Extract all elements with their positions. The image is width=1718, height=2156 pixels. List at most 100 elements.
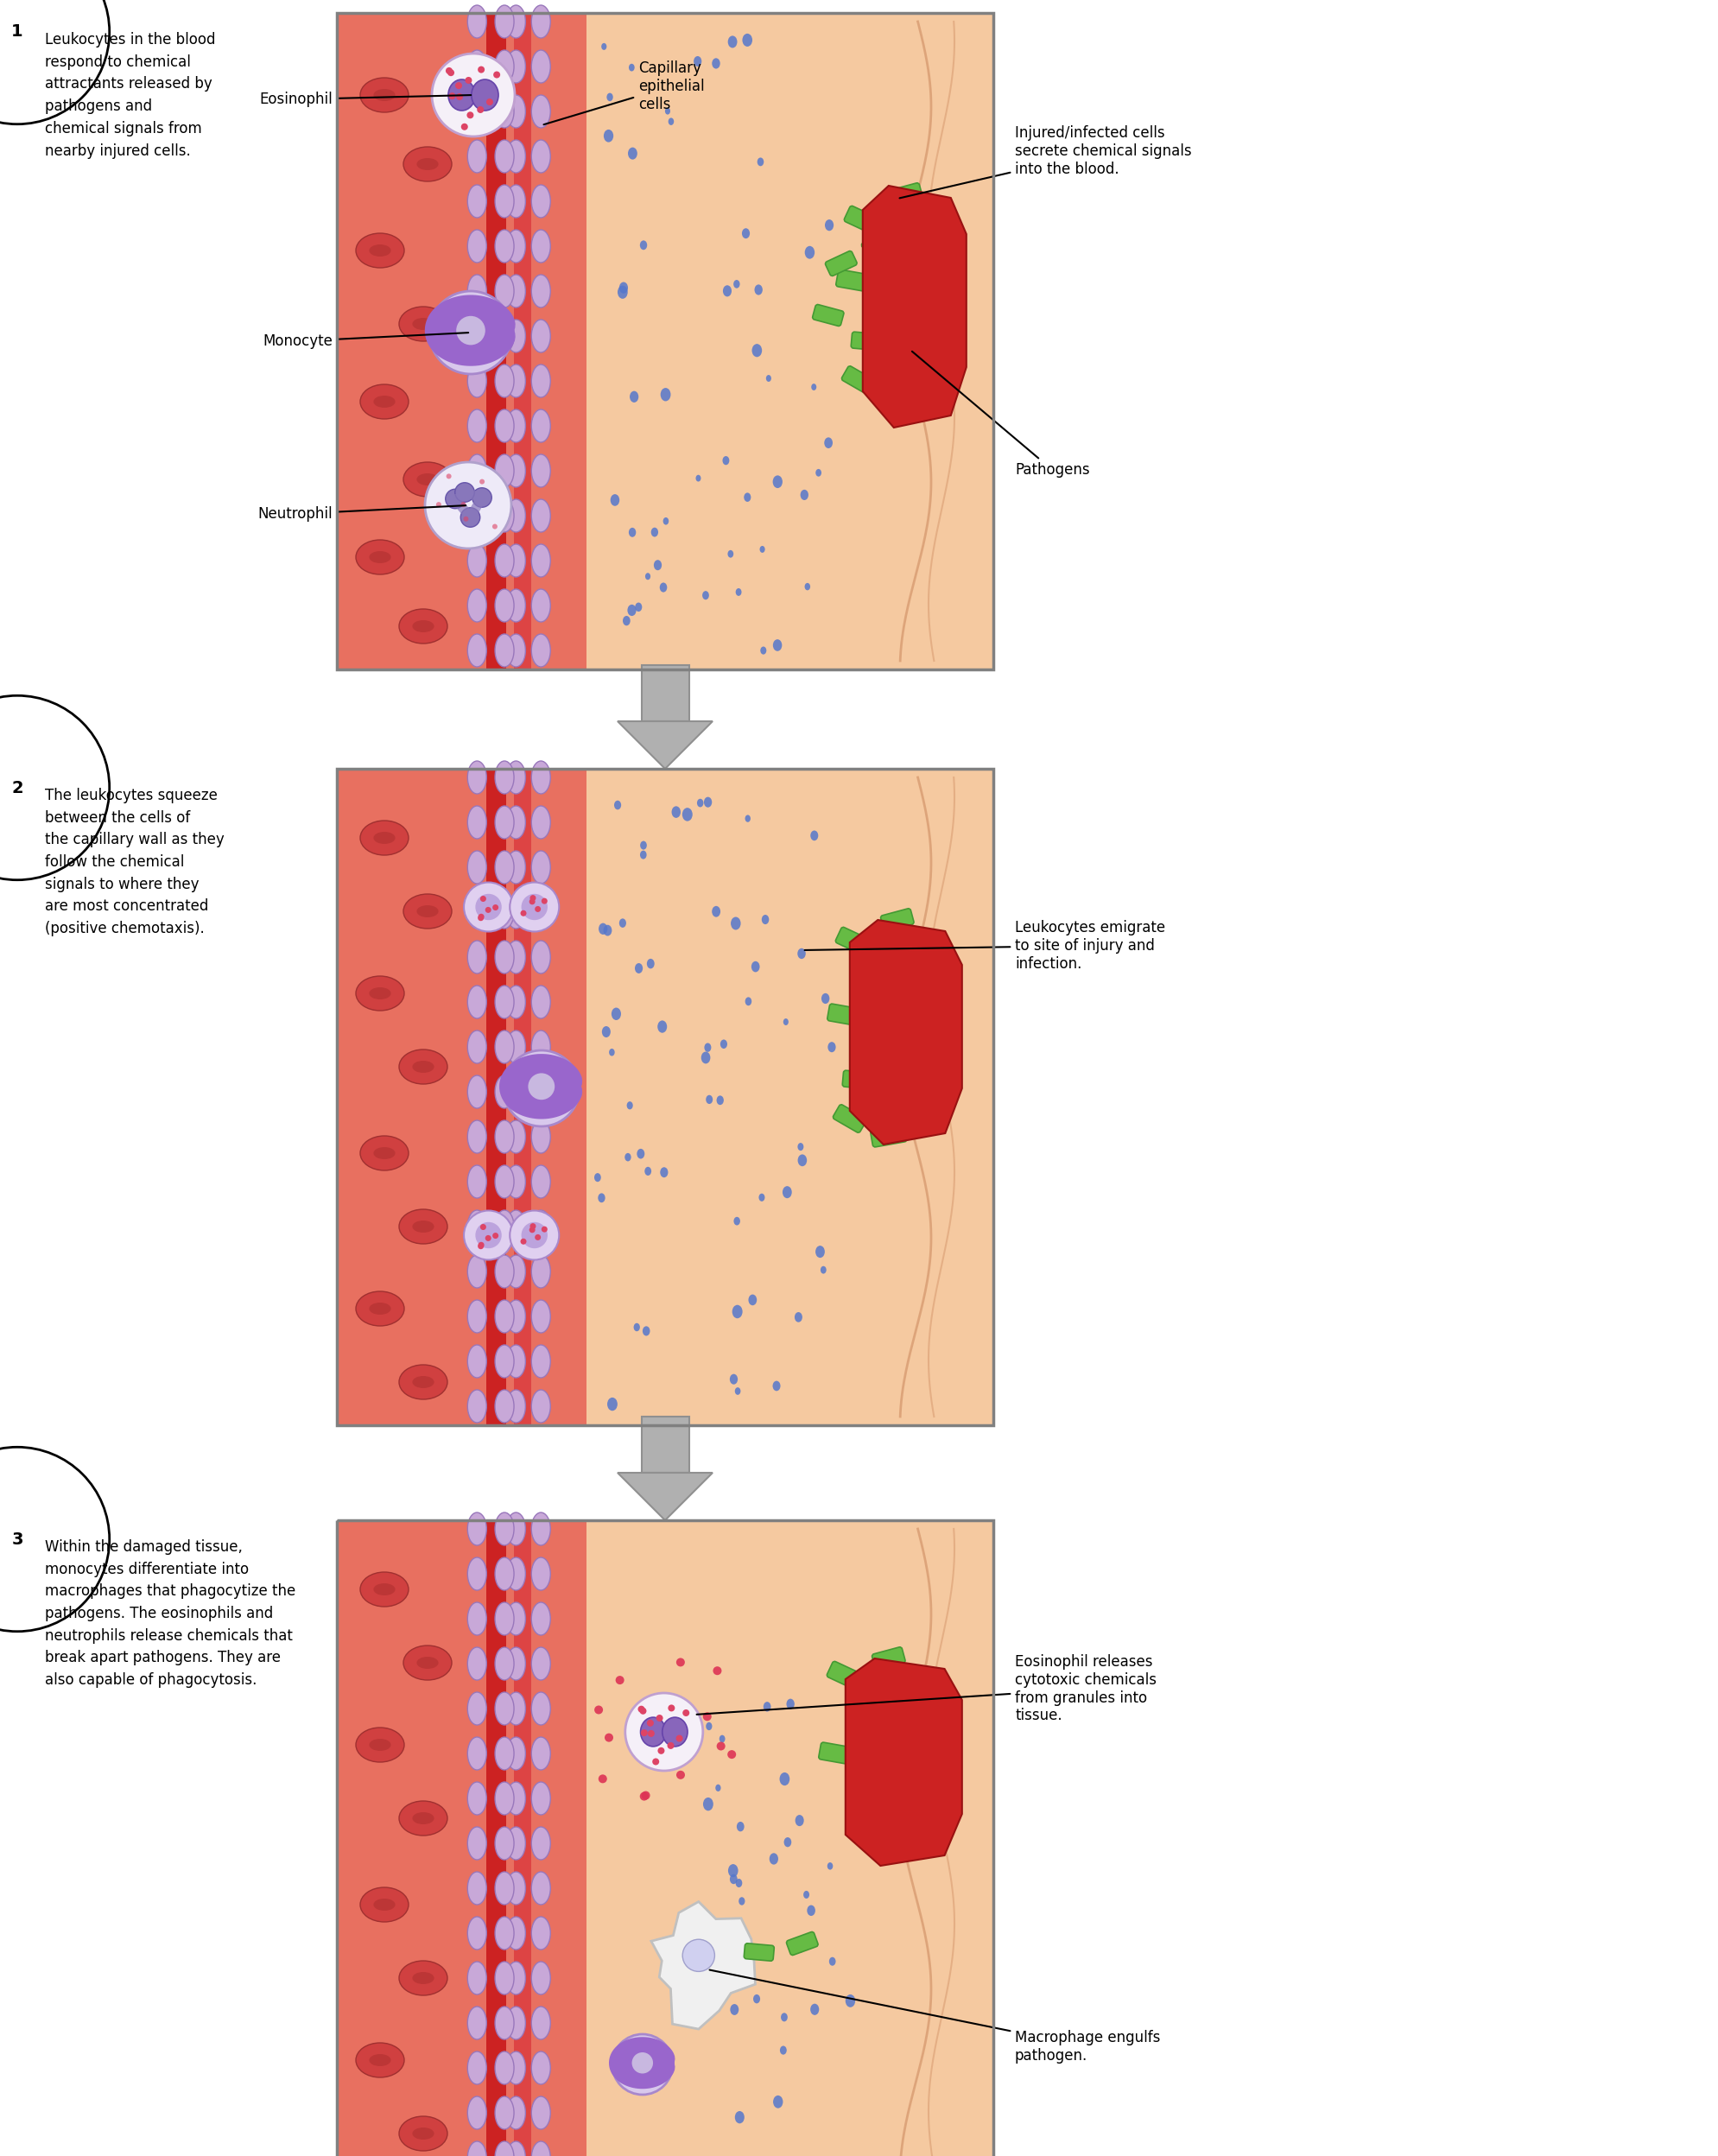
Ellipse shape	[495, 2096, 514, 2130]
Ellipse shape	[495, 1345, 514, 1378]
Ellipse shape	[467, 543, 486, 578]
Ellipse shape	[751, 962, 759, 972]
Ellipse shape	[467, 1602, 486, 1634]
Ellipse shape	[467, 410, 486, 442]
Ellipse shape	[399, 608, 447, 642]
Text: Macrophage engulfs
pathogen.: Macrophage engulfs pathogen.	[710, 1971, 1160, 2063]
Ellipse shape	[416, 157, 438, 170]
Circle shape	[478, 914, 484, 921]
Ellipse shape	[495, 895, 514, 929]
Ellipse shape	[495, 1076, 514, 1108]
Ellipse shape	[660, 1166, 668, 1177]
Ellipse shape	[495, 1692, 514, 1725]
Ellipse shape	[801, 489, 807, 500]
Circle shape	[484, 908, 491, 912]
Polygon shape	[849, 921, 962, 1145]
Ellipse shape	[639, 241, 646, 250]
Ellipse shape	[727, 37, 737, 47]
Ellipse shape	[467, 140, 486, 172]
Text: Eosinophil: Eosinophil	[259, 91, 471, 108]
Circle shape	[639, 1792, 648, 1800]
Ellipse shape	[804, 246, 814, 259]
Ellipse shape	[531, 589, 550, 621]
Ellipse shape	[467, 1164, 486, 1199]
Ellipse shape	[369, 552, 390, 563]
Ellipse shape	[467, 1557, 486, 1591]
Circle shape	[484, 1235, 491, 1242]
Ellipse shape	[445, 489, 464, 509]
Ellipse shape	[531, 1121, 550, 1153]
Ellipse shape	[668, 119, 673, 125]
Ellipse shape	[467, 634, 486, 666]
Ellipse shape	[780, 2014, 787, 2022]
Ellipse shape	[825, 220, 833, 231]
Ellipse shape	[373, 1147, 395, 1160]
Ellipse shape	[412, 1220, 435, 1233]
Ellipse shape	[732, 1304, 742, 1317]
Ellipse shape	[467, 806, 486, 839]
Ellipse shape	[531, 1647, 550, 1680]
FancyBboxPatch shape	[905, 315, 940, 349]
Text: 3: 3	[12, 1531, 22, 1548]
Ellipse shape	[531, 500, 550, 533]
Ellipse shape	[467, 95, 486, 127]
Ellipse shape	[507, 1826, 526, 1861]
Ellipse shape	[467, 1300, 486, 1332]
Circle shape	[541, 899, 546, 903]
Ellipse shape	[507, 1783, 526, 1815]
Ellipse shape	[629, 65, 634, 71]
Circle shape	[534, 1233, 541, 1240]
Ellipse shape	[361, 384, 409, 418]
Ellipse shape	[828, 1041, 835, 1052]
Ellipse shape	[531, 1345, 550, 1378]
Ellipse shape	[495, 589, 514, 621]
Circle shape	[479, 1225, 486, 1231]
Ellipse shape	[404, 1645, 452, 1680]
Ellipse shape	[610, 494, 618, 507]
FancyBboxPatch shape	[909, 250, 945, 287]
Ellipse shape	[361, 1136, 409, 1171]
Ellipse shape	[644, 1166, 651, 1175]
Ellipse shape	[531, 1962, 550, 1994]
Ellipse shape	[495, 319, 514, 351]
Circle shape	[431, 54, 514, 136]
Ellipse shape	[361, 1886, 409, 1921]
Ellipse shape	[531, 319, 550, 351]
Ellipse shape	[763, 1701, 771, 1712]
Ellipse shape	[495, 634, 514, 666]
Circle shape	[430, 291, 512, 373]
Ellipse shape	[507, 985, 526, 1018]
Ellipse shape	[531, 1738, 550, 1770]
Circle shape	[641, 1792, 649, 1800]
Ellipse shape	[356, 977, 404, 1011]
Text: Eosinophil releases
cytotoxic chemicals
from granules into
tissue.: Eosinophil releases cytotoxic chemicals …	[696, 1654, 1156, 1723]
Ellipse shape	[531, 1255, 550, 1287]
Ellipse shape	[531, 455, 550, 487]
Bar	[486, 1520, 507, 2156]
Ellipse shape	[455, 483, 474, 502]
Circle shape	[478, 67, 484, 73]
Ellipse shape	[467, 1031, 486, 1063]
Ellipse shape	[780, 1772, 789, 1785]
FancyBboxPatch shape	[888, 183, 923, 205]
FancyBboxPatch shape	[871, 1647, 905, 1671]
Ellipse shape	[531, 364, 550, 397]
Ellipse shape	[416, 1656, 438, 1669]
Ellipse shape	[531, 1871, 550, 1904]
Ellipse shape	[735, 1878, 742, 1886]
Ellipse shape	[646, 959, 655, 968]
Circle shape	[493, 1233, 498, 1240]
Ellipse shape	[730, 1874, 737, 1884]
Circle shape	[447, 474, 452, 479]
Ellipse shape	[495, 806, 514, 839]
Ellipse shape	[467, 1647, 486, 1680]
Ellipse shape	[412, 1061, 435, 1074]
Ellipse shape	[467, 274, 486, 308]
Ellipse shape	[467, 852, 486, 884]
Circle shape	[447, 69, 454, 75]
Circle shape	[632, 2053, 653, 2074]
Ellipse shape	[754, 285, 763, 295]
FancyBboxPatch shape	[835, 927, 873, 955]
Ellipse shape	[531, 231, 550, 263]
FancyBboxPatch shape	[844, 205, 881, 235]
